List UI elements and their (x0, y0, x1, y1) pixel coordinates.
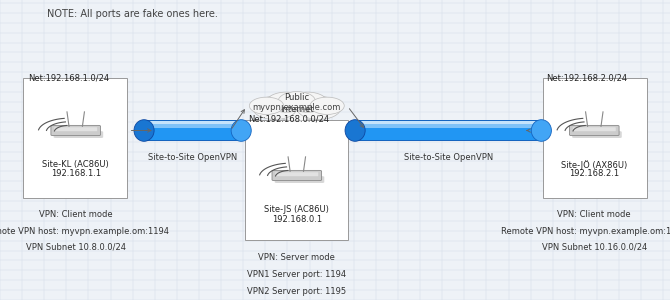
FancyBboxPatch shape (572, 131, 622, 138)
Ellipse shape (310, 97, 344, 114)
Text: Site-to-Site OpenVPN: Site-to-Site OpenVPN (403, 153, 493, 162)
Text: Site-JÖ (AX86U): Site-JÖ (AX86U) (561, 160, 627, 170)
Text: Site-KL (AC86U): Site-KL (AC86U) (42, 160, 109, 169)
FancyBboxPatch shape (275, 172, 318, 176)
Text: VPN: Server mode: VPN: Server mode (259, 254, 335, 262)
Text: VPN2 Server port: 1195: VPN2 Server port: 1195 (247, 286, 346, 296)
Text: Net:192.168.0.0/24: Net:192.168.0.0/24 (248, 114, 329, 123)
FancyBboxPatch shape (144, 122, 241, 124)
Text: Net:192.168.1.0/24: Net:192.168.1.0/24 (28, 74, 109, 82)
FancyBboxPatch shape (573, 127, 616, 131)
Text: VPN Subnet 10.16.0.0/24: VPN Subnet 10.16.0.0/24 (541, 243, 647, 252)
Text: myvpn.example.com: myvpn.example.com (253, 103, 341, 112)
FancyBboxPatch shape (245, 120, 348, 240)
Text: 192.168.2.1: 192.168.2.1 (570, 169, 619, 178)
FancyBboxPatch shape (272, 170, 322, 181)
FancyBboxPatch shape (355, 121, 541, 128)
Text: VPN: Client mode: VPN: Client mode (557, 210, 631, 219)
Text: 192.168.1.1: 192.168.1.1 (51, 169, 100, 178)
Ellipse shape (531, 120, 551, 141)
Ellipse shape (253, 96, 297, 119)
FancyBboxPatch shape (51, 125, 100, 136)
FancyBboxPatch shape (355, 122, 541, 124)
FancyBboxPatch shape (54, 131, 103, 138)
Text: Site-JS (AC86U): Site-JS (AC86U) (265, 206, 329, 214)
Text: VPN1 Server port: 1194: VPN1 Server port: 1194 (247, 270, 346, 279)
FancyBboxPatch shape (23, 78, 127, 198)
FancyBboxPatch shape (54, 127, 97, 131)
Text: VPN Subnet 10.8.0.0/24: VPN Subnet 10.8.0.0/24 (25, 243, 126, 252)
FancyBboxPatch shape (570, 125, 619, 136)
Text: 192.168.0.1: 192.168.0.1 (272, 214, 322, 224)
FancyBboxPatch shape (144, 120, 241, 141)
Text: NOTE: All ports are fake ones here.: NOTE: All ports are fake ones here. (47, 9, 218, 19)
Ellipse shape (267, 92, 326, 121)
FancyBboxPatch shape (355, 121, 541, 140)
FancyBboxPatch shape (275, 176, 324, 183)
FancyBboxPatch shape (355, 120, 541, 141)
Text: Site-to-Site OpenVPN: Site-to-Site OpenVPN (148, 153, 238, 162)
FancyBboxPatch shape (144, 121, 241, 140)
Text: Public
Internet: Public Internet (280, 93, 314, 113)
Ellipse shape (134, 120, 154, 141)
Ellipse shape (231, 120, 251, 141)
Text: VPN: Client mode: VPN: Client mode (39, 210, 113, 219)
Ellipse shape (249, 97, 283, 114)
Ellipse shape (345, 120, 365, 141)
Text: Remote VPN host: myvpn.example.om:1194: Remote VPN host: myvpn.example.om:1194 (0, 226, 169, 236)
Ellipse shape (267, 92, 306, 112)
Text: Net:192.168.2.0/24: Net:192.168.2.0/24 (546, 74, 627, 82)
Ellipse shape (288, 92, 327, 112)
FancyBboxPatch shape (144, 121, 241, 128)
Text: Remote VPN host: myvpn.example.om:1195: Remote VPN host: myvpn.example.om:1195 (501, 226, 670, 236)
FancyBboxPatch shape (543, 78, 647, 198)
Ellipse shape (278, 92, 316, 110)
Ellipse shape (297, 96, 341, 119)
